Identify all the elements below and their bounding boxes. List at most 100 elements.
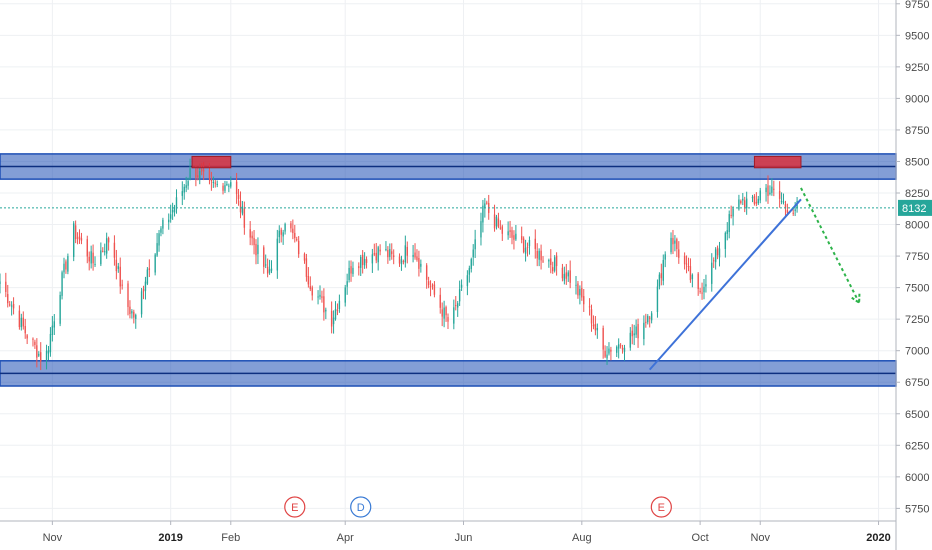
candle — [338, 294, 341, 313]
candle — [414, 243, 416, 260]
candle-body — [249, 229, 251, 238]
candle — [148, 259, 151, 278]
candle — [263, 245, 265, 274]
candle — [373, 243, 376, 257]
candle-body — [501, 226, 504, 234]
candle-body — [794, 209, 796, 211]
candle — [336, 303, 339, 316]
candle-body — [270, 268, 273, 271]
candle — [550, 249, 552, 274]
candle — [189, 158, 191, 181]
candle — [251, 231, 253, 246]
candle — [20, 313, 23, 331]
candle — [588, 298, 591, 316]
candle — [309, 276, 312, 292]
candle-body — [416, 256, 418, 260]
candle — [429, 280, 432, 297]
candle — [224, 180, 226, 193]
candle — [501, 224, 504, 241]
candle — [348, 260, 350, 283]
candle-body — [742, 198, 744, 201]
candle — [305, 253, 308, 282]
price-axis[interactable]: 5750 6000 6250 6500 6750 7000 7250 7500 7750 8000… — [895, 0, 929, 550]
event-marker: E — [284, 496, 306, 518]
candle-body — [290, 223, 292, 229]
candle — [678, 241, 680, 264]
candle — [759, 187, 761, 204]
candle — [552, 261, 554, 274]
candle-body — [458, 289, 461, 302]
candle — [387, 246, 389, 264]
candle — [629, 327, 632, 351]
candle-body — [757, 198, 760, 204]
candle-body — [113, 242, 116, 258]
candle-body — [317, 296, 319, 298]
candle — [154, 253, 156, 276]
resistance-highlight-boxes — [191, 155, 802, 169]
candle-body — [660, 273, 663, 279]
candle — [726, 222, 728, 241]
event-label: D — [357, 502, 365, 514]
candle — [253, 229, 255, 255]
time-axis[interactable]: Nov 2019 Feb Apr Jun Aug Oct Nov 2020 — [0, 520, 896, 544]
candle — [65, 259, 67, 274]
candle — [319, 285, 321, 300]
candle — [406, 241, 408, 264]
candle-body — [243, 208, 246, 228]
candle-body — [228, 185, 230, 187]
candle — [507, 221, 509, 240]
candle-body — [718, 248, 721, 258]
candle — [427, 276, 430, 289]
candle-body — [699, 290, 701, 292]
candle — [635, 319, 637, 338]
candle-body — [45, 351, 48, 361]
candle — [526, 242, 529, 257]
candle — [658, 272, 661, 290]
candle — [524, 239, 527, 262]
candle — [358, 262, 360, 276]
candle — [466, 270, 469, 296]
candle-body — [470, 259, 472, 269]
candle-body — [629, 332, 632, 348]
candle-body — [160, 228, 162, 233]
candle — [418, 250, 420, 277]
candle-body — [350, 266, 352, 274]
candle-body — [577, 283, 579, 296]
price-tick-label: 8250 — [905, 188, 929, 200]
candle — [672, 229, 674, 255]
candle — [117, 262, 120, 273]
price-tick-label: 8500 — [905, 156, 929, 168]
candle-body — [701, 292, 703, 294]
candle — [323, 288, 325, 321]
candle-body — [712, 260, 715, 262]
time-tick-label: Nov — [43, 532, 63, 544]
candle-body — [705, 284, 707, 287]
candle-body — [65, 261, 67, 270]
candle — [705, 274, 707, 293]
candle-body — [431, 284, 434, 286]
candle-body — [311, 287, 313, 296]
candle-body — [173, 207, 176, 213]
candle-body — [635, 326, 637, 335]
candle-body — [278, 230, 280, 238]
candle — [563, 266, 566, 285]
candle-body — [453, 307, 455, 324]
candle-body — [8, 304, 11, 306]
candle-body — [127, 283, 129, 308]
candle — [292, 219, 294, 240]
candle — [662, 254, 664, 286]
candle-body — [495, 216, 498, 227]
candle — [716, 245, 719, 260]
candle-body — [352, 267, 354, 274]
candle-body — [100, 250, 102, 265]
candle — [74, 220, 77, 244]
time-tick-label: Feb — [221, 532, 240, 544]
candle — [674, 235, 676, 252]
candle-body — [472, 249, 474, 258]
candle-body — [325, 309, 327, 312]
candle — [608, 342, 610, 356]
candle-body — [168, 219, 170, 223]
candle — [146, 267, 149, 286]
